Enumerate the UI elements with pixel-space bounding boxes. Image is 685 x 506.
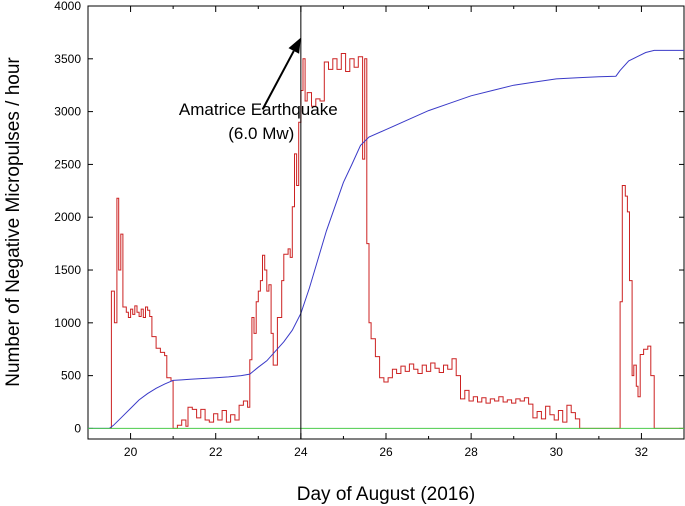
- y-tick-label: 3000: [54, 105, 81, 119]
- x-axis-ticks: 20 22 24 26 28 30 32: [87, 6, 685, 459]
- negative-micropulse-rate-line: [109, 53, 684, 429]
- x-tick-label: 26: [379, 445, 393, 459]
- y-tick-label: 4000: [54, 0, 81, 13]
- x-tick-label: 30: [550, 445, 564, 459]
- plot-frame: [87, 5, 685, 440]
- y-tick-label: 1000: [54, 316, 81, 330]
- x-axis-title: Day of August (2016): [297, 484, 476, 505]
- annotation-title: Amatrice Earthquake: [179, 100, 338, 119]
- annotation-magnitude: (6.0 Mw): [228, 124, 294, 143]
- y-tick-label: 2000: [54, 210, 81, 224]
- earthquake-annotation: Amatrice Earthquake (6.0 Mw): [179, 37, 338, 143]
- annotation-arrow: [261, 50, 295, 110]
- x-tick-label: 20: [124, 445, 138, 459]
- y-tick-label: 1500: [54, 263, 81, 277]
- y-tick-label: 0: [74, 421, 81, 435]
- y-tick-label: 2500: [54, 157, 81, 171]
- cumulative-count-line: [88, 49, 684, 429]
- y-tick-label: 3500: [54, 52, 81, 66]
- x-tick-label: 32: [635, 445, 649, 459]
- y-axis-ticks: 0 500 1000 1500 2000 2500 3000 3500 4000: [54, 0, 684, 435]
- series-layer: [88, 49, 684, 429]
- x-tick-label: 24: [294, 445, 308, 459]
- x-tick-label: 28: [464, 445, 478, 459]
- x-tick-label: 22: [209, 445, 223, 459]
- y-tick-label: 500: [61, 369, 81, 383]
- y-axis-title: Number of Negative Micropulses / hour: [3, 57, 24, 387]
- annotation-arrowhead: [288, 37, 301, 54]
